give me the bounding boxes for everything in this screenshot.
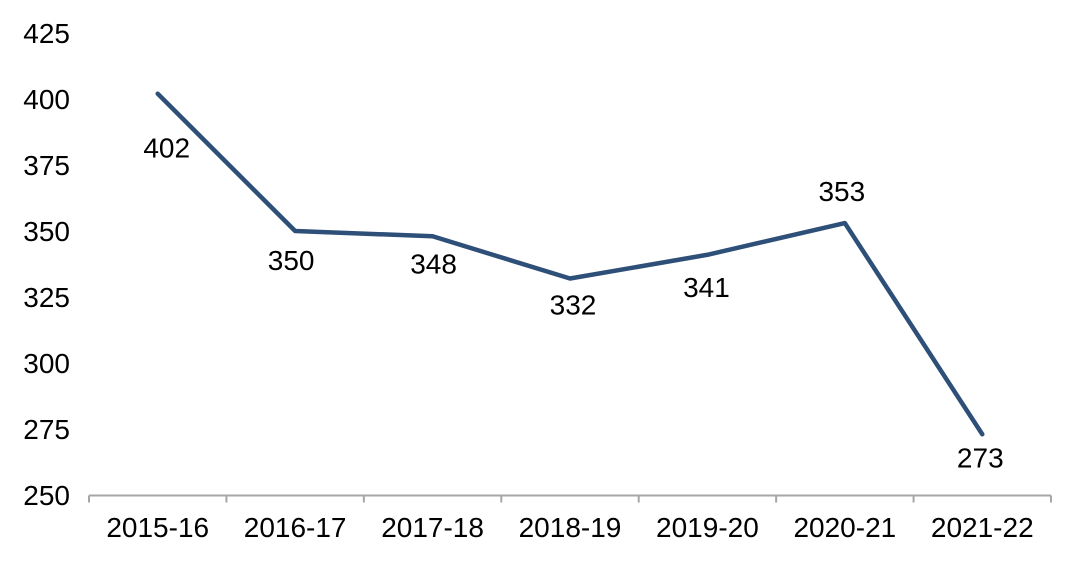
data-point-label: 348: [410, 248, 457, 279]
data-point-label: 350: [268, 245, 315, 276]
y-axis-tick-label: 425: [23, 18, 70, 49]
y-axis-tick-label: 400: [23, 84, 70, 115]
y-axis-tick-label: 350: [23, 216, 70, 247]
data-point-label: 341: [683, 272, 730, 303]
x-axis-category-label: 2015-16: [106, 512, 209, 543]
y-axis-tick-label: 300: [23, 348, 70, 379]
x-axis-category-label: 2019-20: [656, 512, 759, 543]
data-point-label: 353: [818, 176, 865, 207]
data-point-label: 332: [550, 290, 597, 321]
y-axis-tick-label: 325: [23, 282, 70, 313]
y-axis-tick-label: 275: [23, 414, 70, 445]
x-axis-category-label: 2020-21: [793, 512, 896, 543]
x-axis-category-label: 2021-22: [931, 512, 1034, 543]
data-point-label: 402: [143, 133, 190, 164]
x-axis-category-label: 2018-19: [519, 512, 622, 543]
y-axis-tick-label: 375: [23, 150, 70, 181]
data-point-label: 273: [957, 442, 1004, 473]
y-axis-tick-label: 250: [23, 480, 70, 511]
x-axis-category-label: 2016-17: [244, 512, 347, 543]
x-axis-category-label: 2017-18: [381, 512, 484, 543]
data-line: [155, 91, 985, 437]
